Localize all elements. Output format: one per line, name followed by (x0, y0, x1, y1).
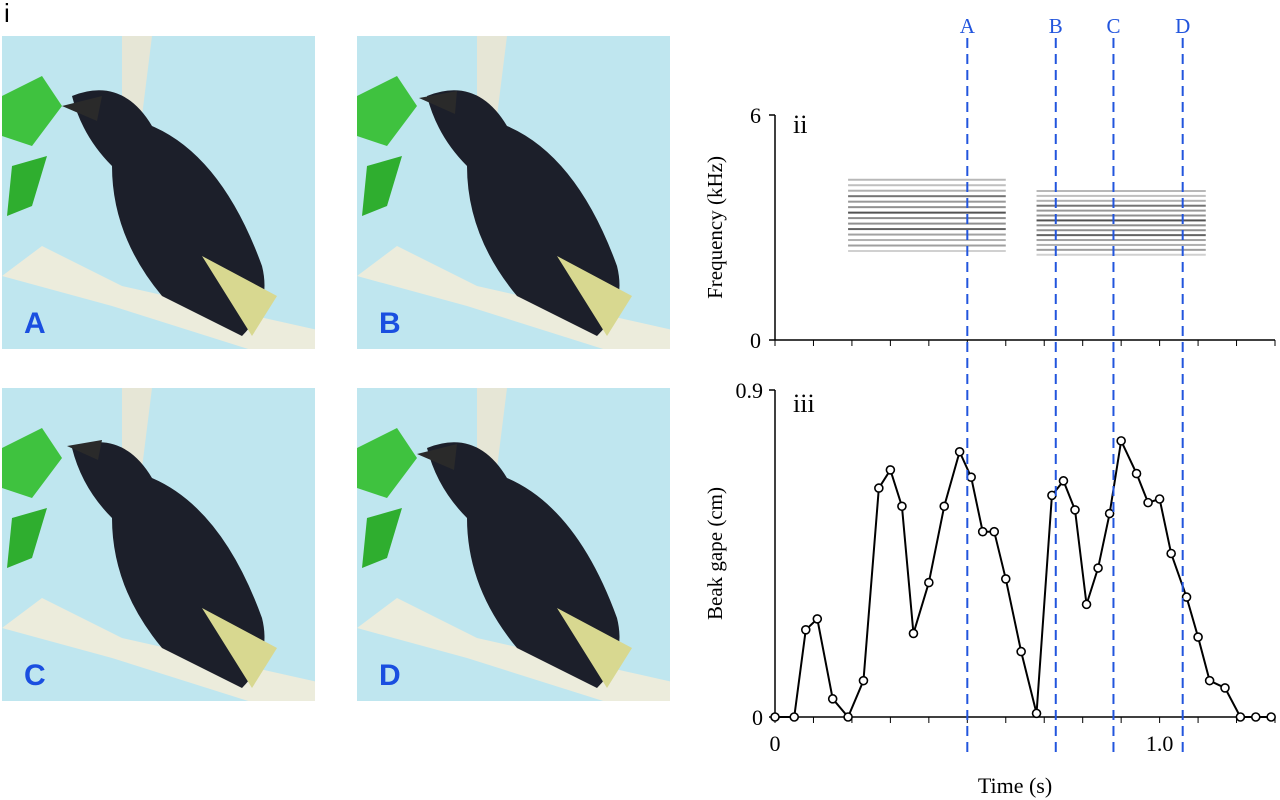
gape-point-20 (1047, 490, 1057, 501)
gape-point-16 (989, 526, 1000, 537)
marker-label-d: D (1175, 14, 1190, 38)
gape-point-3 (812, 614, 823, 624)
gape-point-5 (843, 712, 853, 722)
gape-ytick-label-bottom: 0 (752, 705, 763, 730)
finch-illustration-b (357, 36, 670, 349)
panel-i-label: i (4, 0, 10, 28)
spectrogram-harmonic-band (1036, 194, 1206, 197)
spectrogram-harmonic-band (848, 206, 1006, 209)
spectrogram-harmonic-band (1036, 190, 1206, 192)
gape-point-36 (1250, 712, 1261, 722)
gape-point-12 (939, 501, 950, 512)
spectrogram-panel-label: ii (793, 110, 807, 139)
spectrogram-harmonic-band (1036, 224, 1206, 227)
gape-ytick-label-top: 0.9 (736, 378, 764, 403)
gape-point-28 (1143, 497, 1153, 508)
gape-point-30 (1166, 548, 1176, 559)
gape-point-35 (1235, 712, 1246, 722)
gape-point-1 (789, 712, 800, 722)
photo-letter-a: A (24, 307, 46, 340)
photo-letter-c: C (24, 659, 46, 692)
spectrogram-y-axis-title: Frequency (kHz) (703, 156, 727, 299)
gape-point-25 (1104, 508, 1115, 519)
gape-x-axis-title: Time (s) (978, 773, 1052, 798)
spectrogram-harmonic-band (848, 189, 1006, 192)
marker-label-c: C (1106, 14, 1120, 38)
spectrogram-harmonic-band (848, 195, 1006, 198)
gape-point-26 (1116, 436, 1126, 446)
gape-point-31 (1181, 592, 1192, 602)
spectrogram-harmonic-band (848, 239, 1006, 242)
photo-frame-b: B (357, 36, 670, 349)
spectrogram-harmonic-band (848, 233, 1006, 236)
gape-point-24 (1093, 563, 1103, 573)
spectrogram-ytick-label-bottom: 0 (750, 328, 761, 353)
spectrogram-harmonic-band (1036, 239, 1206, 242)
spectrogram-harmonic-band (848, 178, 1006, 181)
gape-point-8 (885, 465, 896, 475)
spectrogram-harmonic-band (1036, 229, 1206, 232)
gape-point-15 (977, 526, 988, 537)
spectrogram-syllable-2 (1036, 190, 1206, 256)
gape-xtick-label-1: 1.0 (1146, 731, 1174, 756)
photo-frame-c: C (2, 388, 315, 701)
spectrogram-harmonic-band (848, 244, 1006, 247)
spectrogram-harmonic-band (848, 222, 1006, 225)
photo-frame-a: A (2, 36, 315, 349)
gape-y-axis-title: Beak gape (cm) (703, 487, 727, 620)
gape-xtick-label-0: 0 (770, 731, 781, 756)
spectrogram-harmonic-band (1036, 253, 1206, 256)
photo-letter-d: D (379, 659, 401, 692)
finch-illustration-c (2, 388, 315, 701)
gape-point-23 (1081, 599, 1092, 610)
spectrogram-harmonic-band (848, 217, 1006, 220)
spectrogram-harmonic-band (1036, 248, 1206, 251)
spectrogram-harmonic-band (1036, 199, 1206, 202)
spectrogram-harmonic-band (848, 200, 1006, 203)
gape-point-32 (1193, 632, 1203, 642)
finch-illustration-d (357, 388, 670, 701)
gape-point-4 (827, 694, 838, 704)
gape-point-27 (1131, 468, 1142, 479)
gape-point-33 (1204, 675, 1215, 686)
gape-point-10 (908, 628, 919, 639)
photo-letter-b: B (379, 307, 401, 340)
spectrogram-harmonic-band (1036, 234, 1206, 237)
spectrogram-harmonic-band (1036, 243, 1206, 246)
spectrogram-harmonic-band (848, 250, 1006, 252)
gape-point-7 (874, 483, 884, 493)
gape-point-37 (1266, 712, 1276, 722)
finch-illustration-a (2, 36, 315, 349)
gape-point-22 (1070, 505, 1080, 515)
gape-point-6 (858, 675, 869, 686)
gape-point-29 (1154, 494, 1165, 504)
gape-point-34 (1220, 683, 1230, 693)
gape-point-14 (966, 472, 976, 483)
photo-frame-d: D (357, 388, 670, 701)
spectrogram-harmonic-band (848, 211, 1006, 214)
gape-panel-label: iii (793, 389, 815, 418)
marker-label-a: A (960, 14, 976, 38)
spectrogram-harmonic-band (1036, 204, 1206, 207)
spectrogram-harmonic-band (1036, 214, 1206, 217)
spectrogram-ytick-label-top: 6 (750, 103, 761, 128)
gape-point-0 (770, 712, 780, 722)
spectrogram-harmonic-band (1036, 209, 1206, 212)
spectrogram-syllable-1 (848, 178, 1006, 252)
gape-point-2 (800, 624, 811, 635)
marker-label-b: B (1049, 14, 1063, 38)
gape-point-19 (1031, 708, 1042, 719)
gape-point-9 (897, 501, 907, 512)
spectrogram-harmonic-band (848, 184, 1006, 187)
gape-point-17 (1000, 574, 1011, 584)
gape-point-11 (924, 577, 934, 588)
gape-point-21 (1058, 476, 1069, 486)
spectrogram-harmonic-band (848, 228, 1006, 231)
gape-point-18 (1016, 646, 1026, 657)
spectrogram-harmonic-band (1036, 219, 1206, 222)
gape-point-13 (954, 446, 965, 457)
gape-trace (775, 437, 1272, 719)
